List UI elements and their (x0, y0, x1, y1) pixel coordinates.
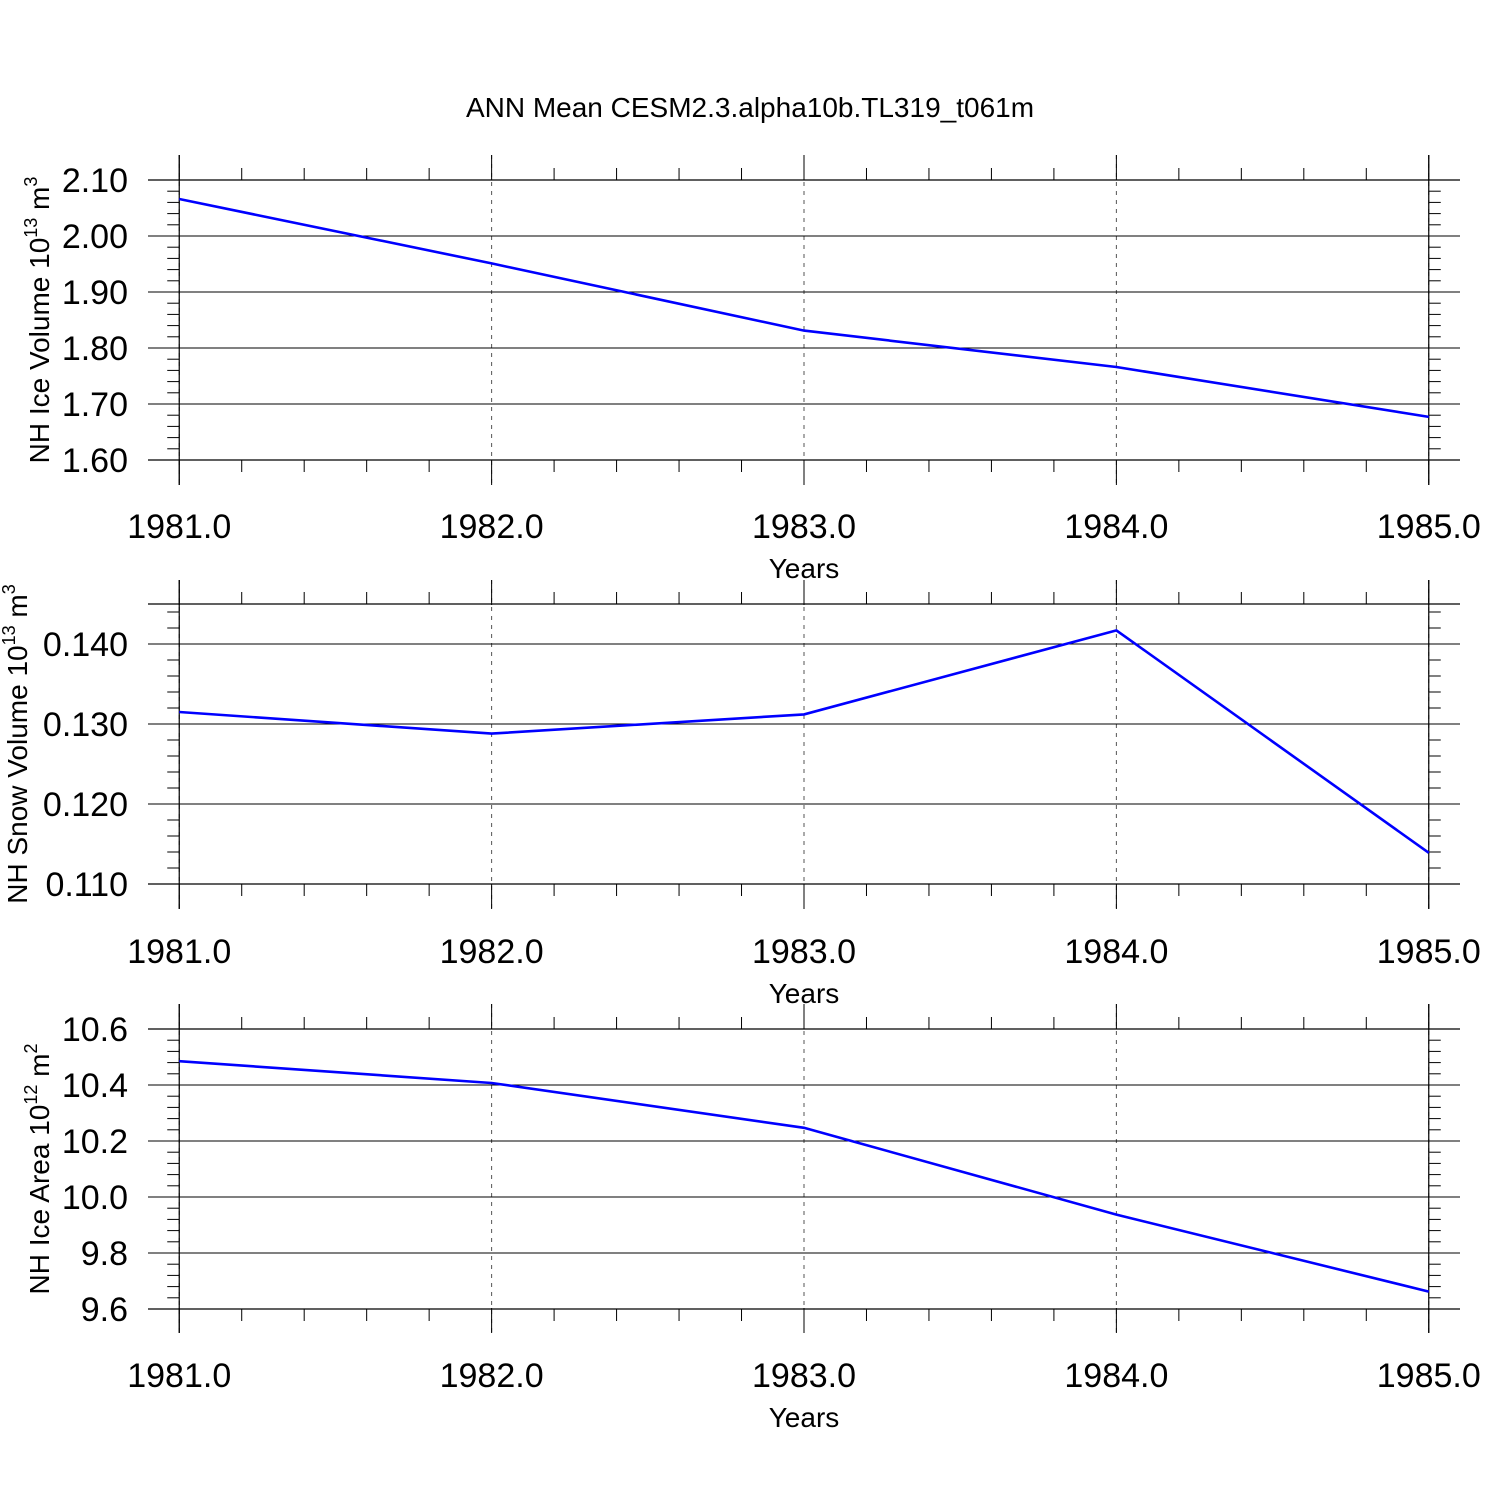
y-axis-label: NH Ice Volume 1013 m3 (21, 177, 56, 464)
y-axis-label-superscript: 12 (21, 1085, 41, 1105)
y-axis-label-part: m (24, 187, 55, 218)
chart-panel-2: 0.110 0.120 0.130 0.140 1981.0 1982.0 1983.0 19… (0, 580, 1481, 1009)
x-tick-label: 1982.0 (440, 933, 544, 971)
y-axis-label-superscript: 13 (21, 218, 41, 238)
series-line (179, 628, 1430, 854)
x-axis-label: Years (769, 978, 840, 1009)
y-axis-label-superscript: 13 (0, 625, 19, 645)
y-axis-label-part: NH Ice Area 10 (24, 1105, 55, 1295)
x-tick-label: 1983.0 (752, 1357, 856, 1395)
x-tick-label: 1983.0 (752, 933, 856, 971)
x-axis-label: Years (769, 1402, 840, 1433)
x-tick-label: 1985.0 (1377, 933, 1481, 971)
y-tick-label: 10.4 (62, 1067, 128, 1105)
y-axis-label-superscript: 2 (21, 1043, 41, 1053)
panels: 1.60 1.70 1.80 1.90 2.00 2.10 1981.0 1982.0 1983… (0, 155, 1481, 1433)
y-tick-label: 10.0 (62, 1179, 128, 1217)
x-tick-label: 1984.0 (1064, 508, 1168, 546)
y-tick-label: 9.8 (81, 1235, 128, 1273)
y-axis-label-part: m (2, 594, 33, 625)
y-tick-label: 2.10 (62, 162, 128, 200)
y-tick-label: 1.90 (62, 274, 128, 312)
y-axis-label-part: NH Snow Volume 10 (2, 645, 33, 903)
x-tick-label: 1981.0 (127, 508, 231, 546)
y-tick-label: 10.6 (62, 1011, 128, 1049)
y-axis-label-superscript: 3 (0, 584, 19, 594)
series-line (179, 1059, 1430, 1293)
y-axis-label-part: m (24, 1054, 55, 1085)
y-axis-label-part: NH Ice Volume 10 (24, 238, 55, 464)
y-axis-label-superscript: 3 (21, 177, 41, 187)
x-tick-label: 1982.0 (440, 1357, 544, 1395)
y-tick-label: 0.140 (43, 626, 128, 664)
y-tick-label: 2.00 (62, 218, 128, 256)
y-tick-label: 1.80 (62, 330, 128, 368)
y-tick-label: 0.110 (45, 866, 128, 904)
x-tick-label: 1985.0 (1377, 1357, 1481, 1395)
figure-title: ANN Mean CESM2.3.alpha10b.TL319_t061m (466, 92, 1034, 123)
x-tick-label: 1985.0 (1377, 508, 1481, 546)
chart-panel-1: 1.60 1.70 1.80 1.90 2.00 2.10 1981.0 1982.0 1983… (21, 155, 1481, 584)
x-axis-label: Years (769, 553, 840, 584)
y-tick-label: 0.120 (43, 786, 128, 824)
x-tick-label: 1983.0 (752, 508, 856, 546)
y-tick-label: 1.70 (62, 386, 128, 424)
y-tick-label: 0.130 (43, 706, 128, 744)
chart-panel-3: 9.6 9.8 10.0 10.2 10.4 10.6 1981.0 1982.0 1983.0… (21, 1004, 1481, 1433)
y-axis-label: NH Snow Volume 1013 m3 (0, 584, 33, 904)
series-line (178, 197, 1430, 419)
x-tick-label: 1984.0 (1064, 933, 1168, 971)
y-axis-label: NH Ice Area 1012 m2 (21, 1043, 56, 1294)
y-tick-label: 10.2 (62, 1123, 128, 1161)
x-tick-label: 1981.0 (127, 1357, 231, 1395)
x-tick-label: 1982.0 (440, 508, 544, 546)
y-tick-label: 9.6 (81, 1291, 128, 1329)
x-tick-label: 1984.0 (1064, 1357, 1168, 1395)
x-tick-label: 1981.0 (127, 933, 231, 971)
y-tick-label: 1.60 (62, 442, 128, 480)
